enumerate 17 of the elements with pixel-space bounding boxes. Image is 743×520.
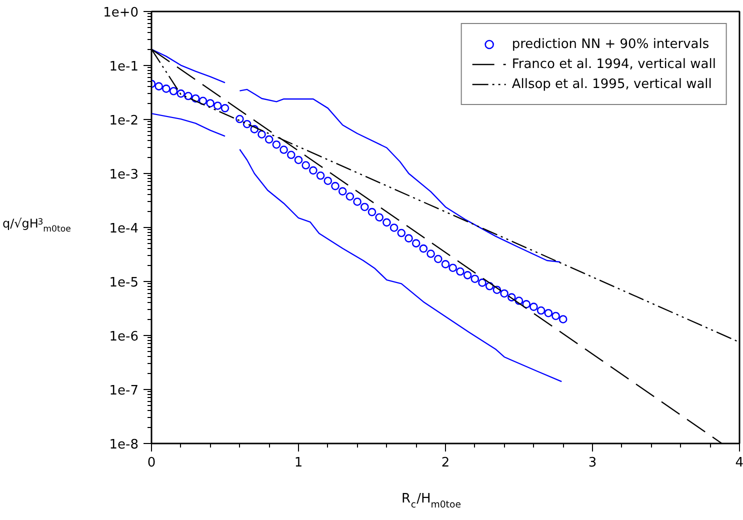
- y-tick-label: 1e-6: [109, 330, 139, 344]
- y-tick-label: 1e-5: [109, 276, 139, 290]
- legend-label: Franco et al. 1994, vertical wall: [512, 56, 716, 72]
- x-tick-label: 2: [441, 456, 450, 470]
- y-tick-label: 1e-7: [109, 384, 139, 398]
- x-tick-label: 1: [294, 456, 303, 470]
- y-tick-label: 1e-8: [109, 438, 139, 452]
- y-tick-label: 1e-1: [109, 60, 139, 74]
- x-tick-label: 3: [588, 456, 597, 470]
- legend-label: prediction NN + 90% intervals: [512, 36, 710, 52]
- legend-label: Allsop et al. 1995, vertical wall: [512, 76, 712, 92]
- y-tick-label: 1e-4: [109, 222, 139, 236]
- y-tick-label: 1e+0: [103, 6, 139, 20]
- y-tick-label: 1e-3: [109, 168, 139, 182]
- x-tick-label: 4: [735, 456, 743, 470]
- x-tick-label: 0: [147, 456, 156, 470]
- y-tick-label: 1e-2: [109, 114, 139, 128]
